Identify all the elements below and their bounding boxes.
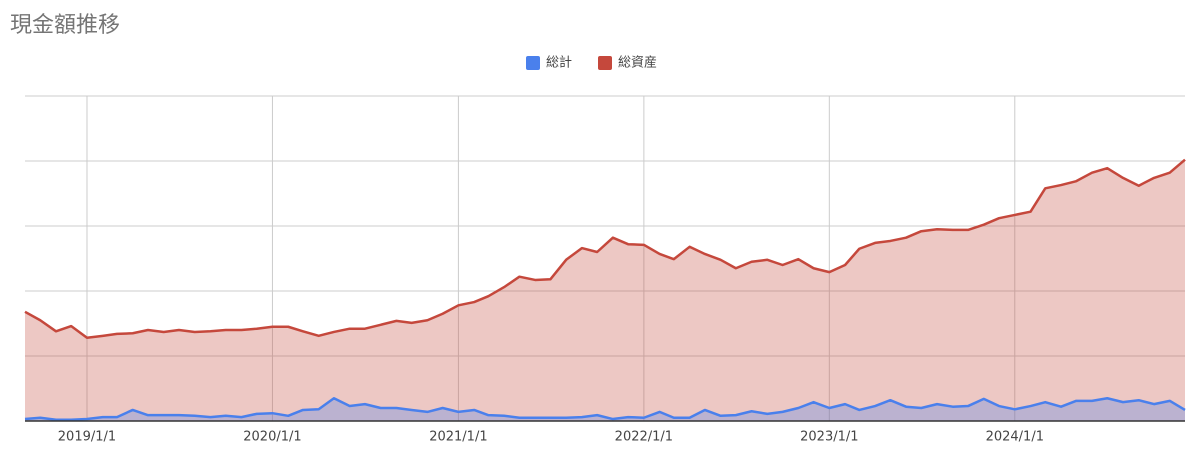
x-tick-label: 2020/1/1 <box>243 430 301 445</box>
legend-swatch <box>598 56 612 70</box>
area-line <box>24 158 1186 340</box>
x-tick-label: 2021/1/1 <box>429 430 487 445</box>
area-fill <box>25 159 1185 421</box>
legend-label: 総資産 <box>618 55 657 71</box>
x-tick-label: 2019/1/1 <box>58 430 116 445</box>
chart-title: 現金額推移 <box>10 13 120 38</box>
legend-label: 総計 <box>546 55 572 71</box>
area-line <box>24 397 1186 421</box>
x-tick-label: 2022/1/1 <box>615 430 673 445</box>
legend-swatch <box>526 56 540 70</box>
x-tick-label: 2023/1/1 <box>800 430 858 445</box>
area-fill <box>25 398 1185 421</box>
x-tick-label: 2024/1/1 <box>986 430 1044 445</box>
